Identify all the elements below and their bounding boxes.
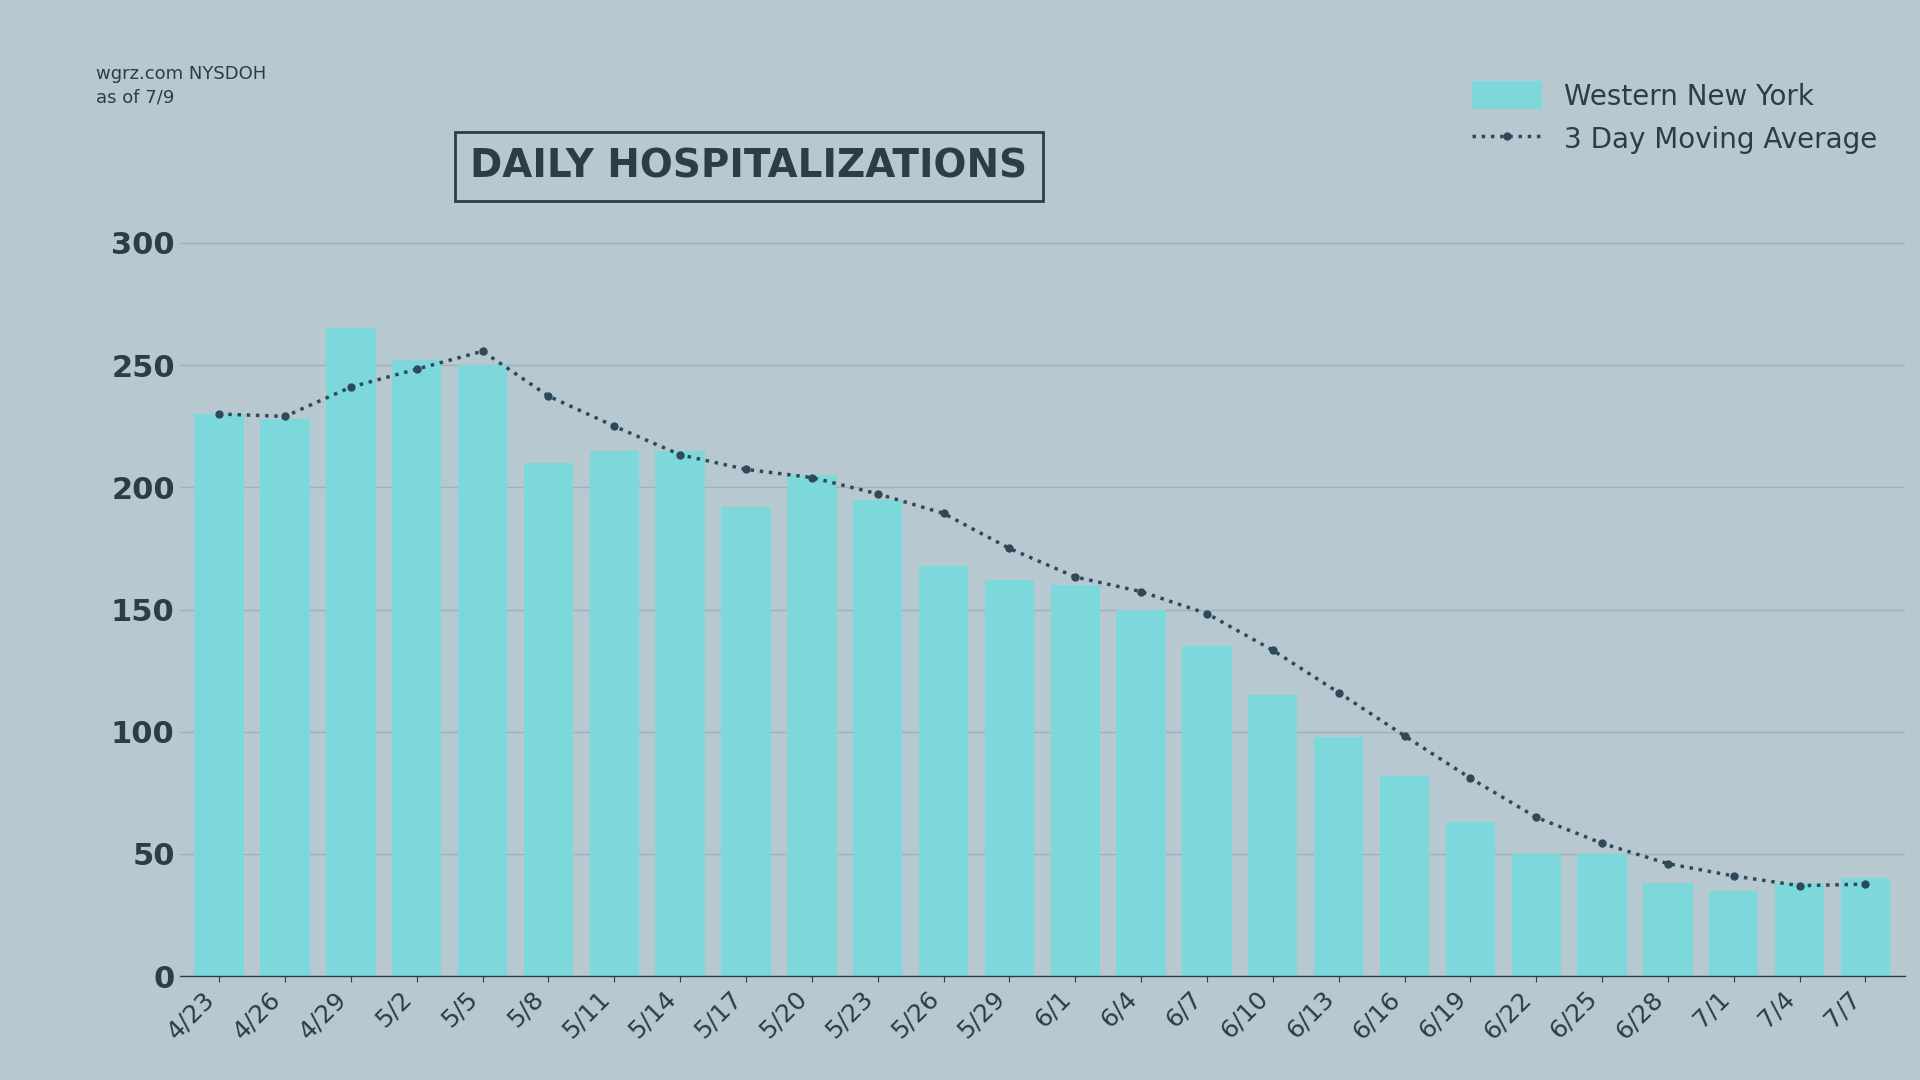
Bar bbox=[524, 463, 572, 976]
Bar bbox=[920, 566, 968, 976]
Bar bbox=[1116, 609, 1165, 976]
Bar bbox=[1446, 822, 1496, 976]
Bar bbox=[1248, 696, 1298, 976]
Bar bbox=[655, 450, 705, 976]
Legend: Western New York, 3 Day Moving Average: Western New York, 3 Day Moving Average bbox=[1459, 67, 1891, 168]
Bar bbox=[1774, 883, 1824, 976]
Title: DAILY HOSPITALIZATIONS: DAILY HOSPITALIZATIONS bbox=[470, 147, 1027, 186]
Bar bbox=[1841, 878, 1889, 976]
Bar bbox=[722, 507, 770, 976]
Bar bbox=[787, 475, 837, 976]
Text: wgrz.com NYSDOH
as of 7/9: wgrz.com NYSDOH as of 7/9 bbox=[96, 65, 267, 107]
Bar bbox=[589, 450, 639, 976]
Bar bbox=[852, 500, 902, 976]
Bar bbox=[1578, 854, 1626, 976]
Bar bbox=[1313, 737, 1363, 976]
Bar bbox=[1183, 646, 1231, 976]
Bar bbox=[1709, 891, 1759, 976]
Bar bbox=[1050, 585, 1100, 976]
Bar bbox=[985, 580, 1035, 976]
Bar bbox=[326, 328, 376, 976]
Bar bbox=[1511, 854, 1561, 976]
Bar bbox=[1644, 883, 1693, 976]
Bar bbox=[392, 361, 442, 976]
Bar bbox=[457, 365, 507, 976]
Bar bbox=[194, 414, 244, 976]
Bar bbox=[261, 419, 309, 976]
Bar bbox=[1380, 775, 1428, 976]
